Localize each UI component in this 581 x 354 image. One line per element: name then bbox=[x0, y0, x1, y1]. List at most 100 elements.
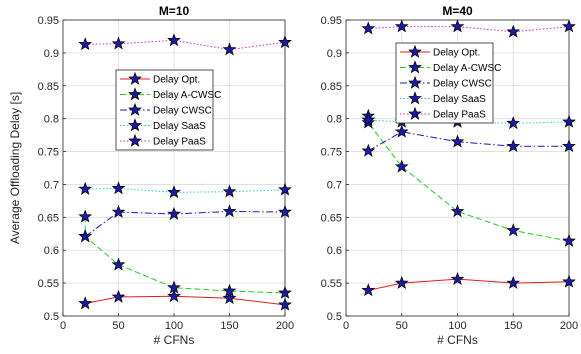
legend-marker bbox=[408, 91, 422, 105]
series-marker bbox=[450, 204, 465, 218]
series-marker bbox=[167, 185, 181, 199]
legend-marker bbox=[408, 60, 422, 74]
legend-label: Delay CWSC bbox=[433, 79, 492, 90]
y-tick-label: 0.9 bbox=[44, 48, 59, 60]
chart-panel: 0 50 100 150 200 0.5 0.55 0.6 0.65 0.7 0.75 0.8 0.85… bbox=[8, 4, 294, 347]
x-tick-label: 50 bbox=[396, 320, 408, 332]
series-marker bbox=[361, 21, 376, 35]
legend-label: Delay Opt. bbox=[153, 75, 200, 86]
legend-label: Delay A-CWSC bbox=[433, 63, 501, 74]
series-marker bbox=[506, 275, 521, 289]
series-marker bbox=[450, 19, 465, 33]
y-tick-label: 0.65 bbox=[38, 212, 59, 224]
y-tick-label: 0.65 bbox=[321, 212, 342, 224]
series-marker bbox=[562, 114, 576, 128]
series-marker bbox=[222, 42, 237, 56]
series-marker bbox=[167, 206, 181, 220]
y-tick-label: 0.5 bbox=[327, 311, 342, 323]
series-marker bbox=[506, 139, 521, 153]
legend-marker bbox=[408, 44, 422, 58]
series-marker bbox=[222, 184, 237, 198]
series-marker bbox=[167, 33, 181, 47]
legend-marker bbox=[128, 133, 142, 147]
legend-marker bbox=[128, 71, 142, 85]
series-marker bbox=[111, 289, 126, 303]
series-marker bbox=[167, 289, 181, 303]
series-marker bbox=[562, 233, 576, 247]
series-line bbox=[368, 26, 570, 33]
series-marker bbox=[111, 36, 126, 50]
legend-marker bbox=[128, 118, 142, 132]
series-marker bbox=[278, 285, 292, 299]
series-line bbox=[368, 119, 570, 124]
legend-label: Delay CWSC bbox=[153, 106, 212, 117]
y-tick-label: 0.55 bbox=[38, 278, 59, 290]
y-tick-label: 0.8 bbox=[327, 114, 342, 126]
x-tick-label: 100 bbox=[165, 320, 183, 332]
series-marker bbox=[562, 274, 576, 288]
series-marker bbox=[78, 209, 93, 223]
series-marker bbox=[111, 257, 126, 271]
legend-label: Delay A-CWSC bbox=[153, 90, 221, 101]
legend-label: Delay SaaS bbox=[153, 121, 206, 132]
series-marker bbox=[278, 182, 292, 196]
legend-marker bbox=[128, 87, 142, 101]
series-marker bbox=[562, 139, 576, 153]
series-marker bbox=[506, 24, 521, 38]
y-tick-label: 0.7 bbox=[327, 179, 342, 191]
x-tick-label: 50 bbox=[112, 320, 124, 332]
x-tick-label: 150 bbox=[220, 320, 238, 332]
x-tick-label: 150 bbox=[504, 320, 522, 332]
series-marker bbox=[361, 283, 376, 297]
series-marker bbox=[222, 283, 237, 297]
x-tick-label: 0 bbox=[60, 320, 66, 332]
series-marker bbox=[562, 19, 576, 33]
series-marker bbox=[394, 275, 409, 289]
series-marker bbox=[278, 204, 292, 218]
x-tick-label: 0 bbox=[343, 320, 349, 332]
series-marker bbox=[78, 229, 93, 243]
series-marker bbox=[111, 204, 126, 218]
x-tick-label: 100 bbox=[448, 320, 466, 332]
x-axis-label: # CFNs bbox=[437, 333, 478, 347]
series-marker bbox=[361, 143, 376, 157]
series-marker bbox=[394, 124, 409, 138]
series-marker bbox=[167, 280, 181, 294]
y-tick-label: 0.9 bbox=[327, 48, 342, 60]
legend-label: Delay PaaS bbox=[433, 110, 486, 121]
y-tick-label: 0.6 bbox=[44, 245, 59, 257]
series-marker bbox=[450, 134, 465, 148]
y-tick-label: 0.75 bbox=[38, 147, 59, 159]
y-tick-label: 0.8 bbox=[44, 114, 59, 126]
legend-label: Delay PaaS bbox=[153, 137, 206, 148]
y-tick-label: 0.6 bbox=[327, 245, 342, 257]
y-tick-label: 0.95 bbox=[321, 15, 342, 27]
series-marker bbox=[278, 35, 292, 49]
series-marker bbox=[506, 116, 521, 130]
chart-title: M=40 bbox=[442, 4, 473, 18]
series-marker bbox=[394, 159, 409, 173]
series-marker bbox=[278, 297, 292, 311]
y-tick-label: 0.55 bbox=[321, 278, 342, 290]
y-tick-label: 0.5 bbox=[44, 311, 59, 323]
y-tick-label: 0.85 bbox=[38, 81, 59, 93]
series-marker bbox=[361, 112, 376, 126]
series-marker bbox=[450, 271, 465, 285]
legend-label: Delay Opt. bbox=[433, 48, 480, 59]
legend-marker bbox=[408, 106, 422, 120]
x-tick-label: 200 bbox=[276, 320, 294, 332]
series-marker bbox=[394, 19, 409, 33]
legend-label: Delay SaaS bbox=[433, 94, 486, 105]
series-marker bbox=[78, 296, 93, 310]
x-axis-label: # CFNs bbox=[154, 333, 195, 347]
legend-marker bbox=[408, 75, 422, 89]
chart-panel: 0 50 100 150 200 0.5 0.55 0.6 0.65 0.7 0.75 0.8 0.85… bbox=[321, 4, 579, 347]
y-axis-label: Average Offloading Delay [s] bbox=[8, 92, 22, 244]
chart-title: M=10 bbox=[159, 4, 190, 18]
series-marker bbox=[78, 37, 93, 51]
series-marker bbox=[222, 291, 237, 305]
y-tick-label: 0.75 bbox=[321, 147, 342, 159]
series-marker bbox=[506, 223, 521, 237]
series-line bbox=[84, 216, 286, 294]
